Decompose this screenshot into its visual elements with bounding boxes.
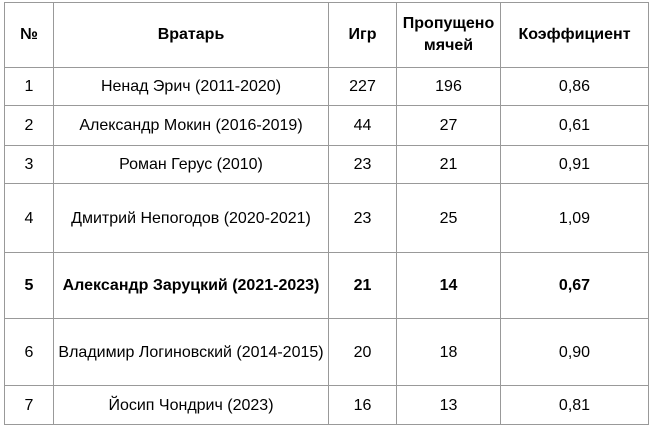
cell-coefficient: 0,91 — [500, 145, 649, 184]
cell-games: 20 — [328, 318, 397, 386]
cell-num: 1 — [4, 67, 54, 106]
cell-games: 227 — [328, 67, 397, 106]
cell-name: Александр Мокин (2016-2019) — [53, 105, 329, 146]
table-row: 4 Дмитрий Непогодов (2020-2021) 23 25 1,… — [4, 183, 649, 253]
cell-num: 4 — [4, 183, 54, 253]
header-conceded: Пропущено мячей — [396, 2, 501, 68]
cell-games: 16 — [328, 385, 397, 425]
table-row: 3 Роман Герус (2010) 23 21 0,91 — [4, 145, 649, 184]
cell-num: 6 — [4, 318, 54, 386]
cell-name: Ненад Эрич (2011-2020) — [53, 67, 329, 106]
cell-coefficient: 1,09 — [500, 183, 649, 253]
cell-name: Роман Герус (2010) — [53, 145, 329, 184]
cell-conceded: 196 — [396, 67, 501, 106]
table-row-highlighted: 5 Александр Заруцкий (2021-2023) 21 14 0… — [4, 252, 649, 319]
cell-coefficient: 0,61 — [500, 105, 649, 146]
cell-name: Йосип Чондрич (2023) — [53, 385, 329, 425]
cell-games: 23 — [328, 145, 397, 184]
cell-num: 3 — [4, 145, 54, 184]
cell-name: Дмитрий Непогодов (2020-2021) — [53, 183, 329, 253]
cell-conceded: 21 — [396, 145, 501, 184]
header-goalkeeper: Вратарь — [53, 2, 329, 68]
cell-conceded: 18 — [396, 318, 501, 386]
header-num: № — [4, 2, 54, 68]
cell-conceded: 25 — [396, 183, 501, 253]
cell-coefficient: 0,86 — [500, 67, 649, 106]
cell-coefficient: 0,90 — [500, 318, 649, 386]
table-header-row: № Вратарь Игр Пропущено мячей Коэффициен… — [4, 2, 649, 68]
header-coefficient: Коэффициент — [500, 2, 649, 68]
cell-games: 44 — [328, 105, 397, 146]
cell-games: 23 — [328, 183, 397, 253]
cell-coefficient: 0,67 — [500, 252, 649, 319]
table-row: 6 Владимир Логиновский (2014-2015) 20 18… — [4, 318, 649, 386]
cell-name: Владимир Логиновский (2014-2015) — [53, 318, 329, 386]
cell-conceded: 13 — [396, 385, 501, 425]
cell-name: Александр Заруцкий (2021-2023) — [53, 252, 329, 319]
table-row: 1 Ненад Эрич (2011-2020) 227 196 0,86 — [4, 67, 649, 106]
cell-conceded: 14 — [396, 252, 501, 319]
cell-conceded: 27 — [396, 105, 501, 146]
cell-num: 7 — [4, 385, 54, 425]
table-row: 2 Александр Мокин (2016-2019) 44 27 0,61 — [4, 105, 649, 146]
cell-num: 2 — [4, 105, 54, 146]
cell-coefficient: 0,81 — [500, 385, 649, 425]
goalkeeper-stats-table: № Вратарь Игр Пропущено мячей Коэффициен… — [4, 2, 649, 425]
header-games: Игр — [328, 2, 397, 68]
cell-num: 5 — [4, 252, 54, 319]
cell-games: 21 — [328, 252, 397, 319]
table-row: 7 Йосип Чондрич (2023) 16 13 0,81 — [4, 385, 649, 425]
